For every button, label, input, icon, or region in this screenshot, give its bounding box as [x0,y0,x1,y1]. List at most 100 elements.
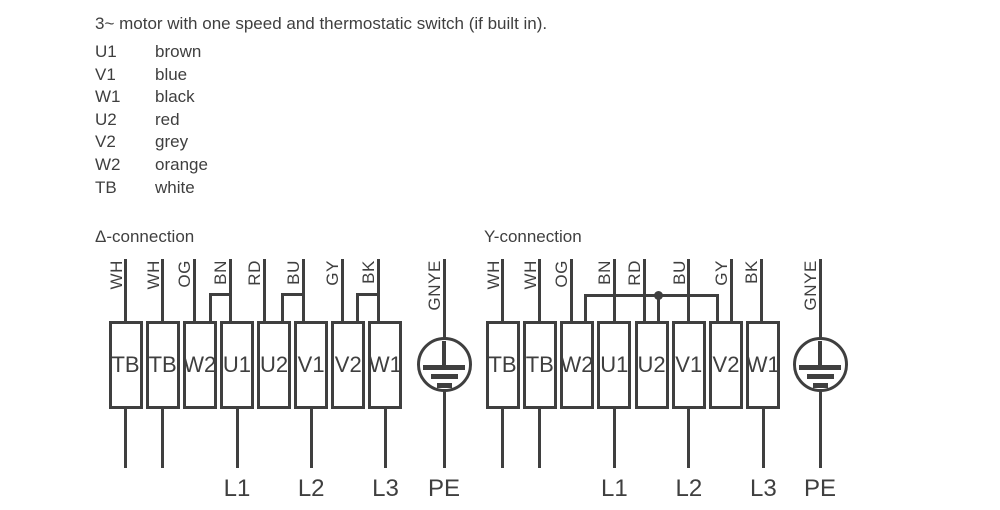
earth-bar [436,383,452,388]
top-wire [262,259,266,322]
terminal-cell: W1 [746,321,781,409]
earth-wire-bottom [442,390,446,468]
bottom-wire [161,408,165,468]
terminal-label: U2 [637,352,666,377]
wire-label: GY [712,260,731,286]
terminal-label: V1 [297,352,325,377]
terminal-code: U2 [95,109,117,129]
terminal-label: W1 [368,352,402,377]
terminal-label: V2 [712,352,740,377]
phase-label: L1 [223,475,251,502]
top-wire [569,259,573,322]
terminal-cell: V1 [294,321,329,409]
terminal-cell: U1 [597,321,632,409]
terminal-cell: W2 [560,321,594,409]
earth-stem [442,341,446,365]
bridge-leg [656,294,660,322]
junction-dot [653,290,663,300]
earth-wire-top [818,259,822,339]
page-title: 3~ motor with one speed and thermostatic… [95,14,548,33]
terminal-label: W2 [560,352,594,377]
wire-label: WH [143,260,163,290]
terminal-label: V2 [334,352,362,377]
wire-label: WH [520,260,540,290]
jumper-bar [355,293,380,296]
bottom-wire [235,408,239,468]
terminal-label: W1 [746,352,780,377]
bottom-wire [309,408,313,468]
earth-wire-bottom [818,390,822,468]
top-wire [340,259,344,322]
terminal-label: V1 [675,352,703,377]
wire-label: BN [211,260,230,285]
terminal-code: U1 [95,42,117,61]
wire-color-legend: U1 brown V1 blue W1 black U2 red V2 grey W2 or… [95,41,208,199]
bottom-wire [687,408,691,468]
phase-label: L2 [297,475,325,502]
bottom-wire [124,408,128,468]
star-bridge-bar [583,294,719,297]
top-wire [501,259,505,322]
delta-connection-title: Δ-connection [95,227,195,246]
earth-bar [799,365,841,370]
terminal-cell: U2 [634,321,669,409]
phase-label: PE [427,475,460,502]
terminal-label: W2 [183,352,217,377]
earth-wire-top [442,259,446,339]
top-wire [124,259,128,322]
terminal-code: V2 [95,132,116,152]
terminal-code: TB [95,177,117,197]
bridge-leg [715,294,719,322]
top-wire [228,259,232,322]
terminal-cell: W1 [368,321,403,409]
top-wire [642,259,646,322]
jumper-bar [280,293,305,296]
terminal-cell: TB [485,321,520,409]
legend-row: V1 blue [95,64,208,87]
legend-row: V2 grey [95,131,208,154]
color-name: red [155,109,180,129]
color-name: blue [155,64,188,84]
terminal-cell: V1 [671,321,706,409]
top-wire [538,259,542,322]
top-wire [161,259,165,322]
bottom-wire [761,408,765,468]
terminal-code: W2 [95,154,121,174]
jumper-leg [355,293,359,322]
color-name: brown [155,42,202,61]
terminal-label: U1 [600,352,629,377]
phase-label: L3 [372,475,399,502]
terminal-label: U2 [259,352,289,377]
y-connection-title: Y-connection [484,227,582,246]
earth-bar [806,374,834,379]
bridge-leg [583,294,587,322]
phase-label: PE [803,475,836,502]
wire-label: OG [552,260,571,288]
legend-row: W2 orange [95,154,208,177]
terminal-label: TB [148,352,177,377]
wire-label: BU [284,260,303,285]
terminal-cell: V2 [331,321,366,409]
wire-label: RD [245,260,264,286]
legend-row: TB white [95,177,208,200]
terminal-cell: TB [145,321,180,409]
earth-stem [818,341,822,365]
earth-bar [812,383,828,388]
top-wire [301,259,305,322]
top-wire [759,259,763,322]
terminal-cell: TB [108,321,143,409]
wire-label: WH [106,260,126,290]
terminal-cell: V2 [709,321,743,409]
wire-label: BK [359,260,378,284]
bottom-wire [538,408,542,468]
top-wire [687,259,691,322]
jumper-bar [208,293,232,296]
terminal-cell: W2 [182,321,217,409]
wire-label: BK [742,260,761,284]
terminal-cell: TB [522,321,557,409]
terminal-cell: U2 [257,321,291,409]
color-name: orange [155,154,208,174]
earth-label: GNYE [425,260,444,311]
top-wire [729,259,733,322]
terminal-code: W1 [95,87,121,107]
